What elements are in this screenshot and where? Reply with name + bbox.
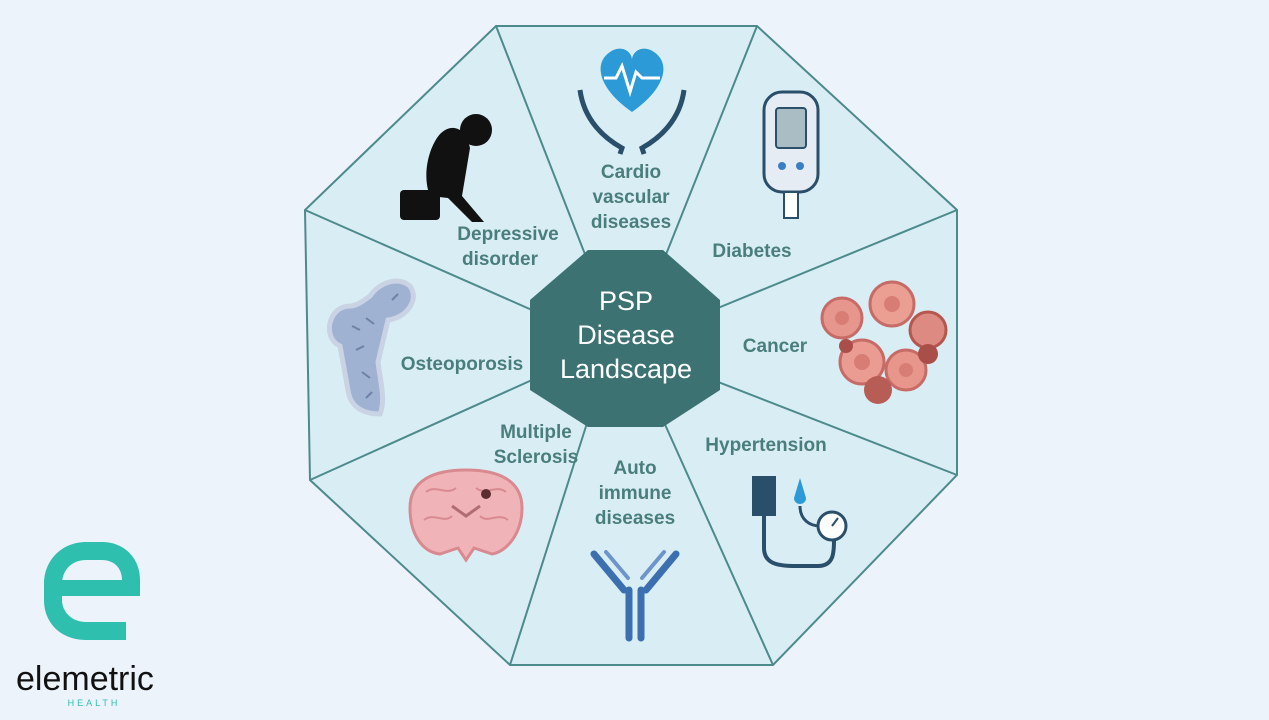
segment-hypertension: Hypertension	[705, 435, 848, 568]
hypertension-label: Hypertension	[705, 435, 826, 456]
depressive-label-line-2: disorder	[462, 249, 539, 270]
cardio-label-line-2: vascular	[592, 187, 670, 208]
antibody-icon	[590, 550, 680, 642]
autoimmune-label-line-2: immune	[599, 483, 672, 504]
segment-osteoporosis: Osteoporosis	[327, 278, 523, 417]
logo-wordmark: elemetric	[16, 660, 154, 698]
segment-autoimmune: Auto immune diseases	[590, 458, 680, 642]
segment-cancer: Cancer	[743, 280, 948, 404]
center-label-line-1: PSP	[599, 286, 653, 316]
cancer-label: Cancer	[743, 336, 808, 357]
diabetes-label: Diabetes	[712, 241, 791, 262]
segment-cardio: Cardio vascular diseases	[577, 48, 687, 233]
cardio-label-line-1: Cardio	[601, 162, 661, 183]
center-label-line-3: Landscape	[560, 354, 692, 384]
logo-subtitle: HEALTH	[68, 698, 121, 708]
depressive-label-line-1: Depressive	[457, 224, 558, 245]
segment-depressive: Depressive disorder	[400, 114, 559, 270]
autoimmune-label-line-1: Auto	[613, 458, 656, 479]
cardio-label-line-3: diseases	[591, 212, 671, 233]
heart-hands-icon	[577, 48, 687, 155]
elemetric-logo-icon	[44, 542, 140, 640]
sad-person-icon	[400, 114, 492, 222]
autoimmune-label-line-3: diseases	[595, 508, 675, 529]
osteoporosis-label: Osteoporosis	[401, 354, 523, 375]
ms-label-line-1: Multiple	[500, 422, 572, 443]
brain-section-icon	[408, 468, 524, 563]
ms-label-line-2: Sclerosis	[494, 447, 579, 468]
center-octagon	[530, 250, 720, 427]
blood-pressure-monitor-icon	[752, 476, 848, 568]
center-label-line-2: Disease	[577, 320, 675, 350]
cancer-cells-icon	[820, 280, 948, 404]
glucose-meter-icon	[762, 90, 820, 219]
segment-dividers	[304, 25, 958, 666]
segment-multiple-sclerosis: Multiple Sclerosis	[408, 422, 579, 563]
elemetric-logo: elemetric HEALTH	[16, 542, 154, 708]
bone-icon	[327, 278, 416, 417]
segment-diabetes: Diabetes	[712, 90, 820, 262]
